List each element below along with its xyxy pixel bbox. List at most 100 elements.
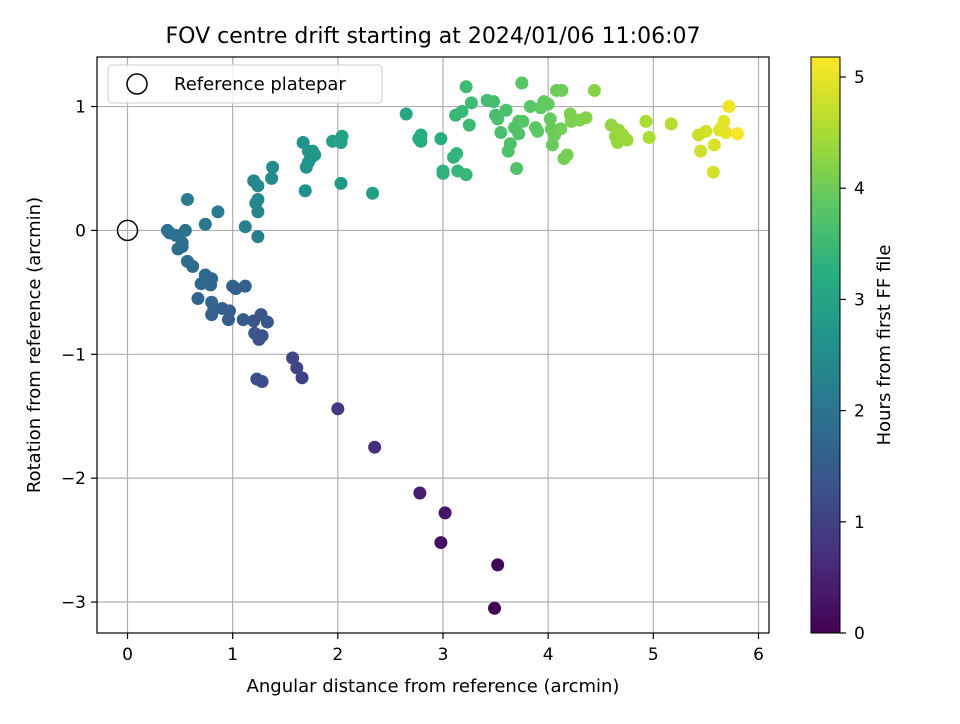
data-point [579, 111, 593, 125]
data-points [160, 76, 744, 615]
data-point [226, 279, 240, 293]
data-point [178, 223, 192, 237]
data-point [664, 117, 678, 131]
data-point [491, 112, 505, 126]
legend: Reference platepar [107, 64, 383, 104]
x-axis-label: Angular distance from reference (arcmin) [247, 676, 620, 697]
data-point [191, 292, 205, 306]
data-point [251, 179, 265, 193]
data-point [541, 97, 555, 111]
data-point [414, 128, 428, 142]
x-tick-label: 6 [753, 645, 764, 665]
data-point [251, 230, 265, 244]
y-tick-label: −2 [61, 469, 86, 489]
data-point [620, 133, 634, 147]
x-axis-ticks: 0 1 2 3 4 5 6 [122, 633, 764, 665]
colorbar-tick-label: 2 [854, 402, 865, 422]
x-tick-label: 0 [122, 645, 133, 665]
reference-marker-layer [116, 219, 139, 242]
data-point [560, 148, 574, 162]
data-point [236, 313, 250, 327]
legend-box [107, 64, 383, 104]
data-point [450, 147, 464, 161]
legend-marker-reference [126, 73, 148, 95]
data-point [523, 100, 537, 114]
data-point [464, 96, 478, 110]
colorbar-gradient [810, 56, 841, 634]
data-point [247, 314, 261, 328]
x-tick-label: 5 [648, 645, 659, 665]
data-point [719, 126, 733, 140]
x-tick-label: 3 [438, 645, 449, 665]
data-point [488, 601, 502, 615]
data-point [286, 351, 300, 365]
data-point [295, 371, 309, 385]
data-point [436, 166, 450, 180]
data-point [459, 80, 473, 94]
data-point [554, 122, 568, 136]
data-point [639, 114, 653, 128]
colorbar-tick-label: 5 [854, 68, 865, 88]
grid-lines [97, 57, 769, 633]
data-point [399, 107, 413, 121]
data-point [694, 144, 708, 158]
data-point [455, 105, 469, 119]
data-point [265, 171, 279, 185]
data-point [434, 132, 448, 146]
colorbar-tick-label: 1 [854, 513, 865, 533]
y-tick-label: 0 [75, 221, 86, 241]
data-point [555, 83, 569, 97]
data-point [486, 95, 500, 109]
data-point [515, 76, 529, 90]
y-axis-ticks: −3 −2 −1 0 1 [61, 98, 97, 613]
data-point [301, 144, 315, 158]
data-point [545, 138, 559, 152]
data-point [499, 103, 513, 117]
data-point [491, 558, 505, 572]
data-point [251, 192, 265, 206]
colorbar: 0 1 2 3 4 5 Hours from first FF file [810, 56, 895, 644]
reference-platepar-marker [116, 219, 139, 242]
data-point [266, 160, 280, 174]
y-tick-label: 1 [75, 98, 86, 118]
data-point [331, 402, 345, 416]
data-point [413, 486, 427, 500]
legend-entry-reference-platepar: Reference platepar [174, 74, 346, 95]
data-point [699, 124, 713, 138]
data-point [334, 135, 348, 149]
data-point [238, 220, 252, 234]
data-point [459, 168, 473, 182]
x-tick-label: 1 [227, 645, 238, 665]
data-point [180, 254, 194, 268]
data-point [198, 217, 212, 231]
data-point [707, 138, 721, 152]
data-point [438, 506, 452, 520]
data-point [503, 137, 517, 151]
data-point [706, 165, 720, 179]
y-tick-label: −1 [61, 345, 86, 365]
data-point [255, 375, 269, 389]
y-tick-label: −3 [61, 593, 86, 613]
colorbar-tick-label: 0 [854, 624, 865, 644]
data-point [298, 184, 312, 198]
data-point [642, 131, 656, 145]
data-point [730, 127, 744, 141]
y-axis-label: Rotation from reference (arcmin) [24, 197, 45, 493]
data-point [516, 114, 530, 128]
data-point [531, 124, 545, 138]
colorbar-tick-label: 3 [854, 290, 865, 310]
data-point [180, 192, 194, 206]
data-point [368, 440, 382, 454]
colorbar-tick-label: 4 [854, 179, 865, 199]
data-point [543, 112, 557, 126]
colorbar-ticks: 0 1 2 3 4 5 [840, 68, 865, 644]
data-point [290, 361, 304, 375]
colorbar-label: Hours from first FF file [874, 245, 895, 446]
data-point [366, 186, 380, 200]
data-point [248, 326, 262, 340]
chart-title: FOV centre drift starting at 2024/01/06 … [166, 24, 701, 49]
data-point [494, 126, 508, 140]
data-point [211, 205, 225, 219]
data-point [434, 536, 448, 550]
